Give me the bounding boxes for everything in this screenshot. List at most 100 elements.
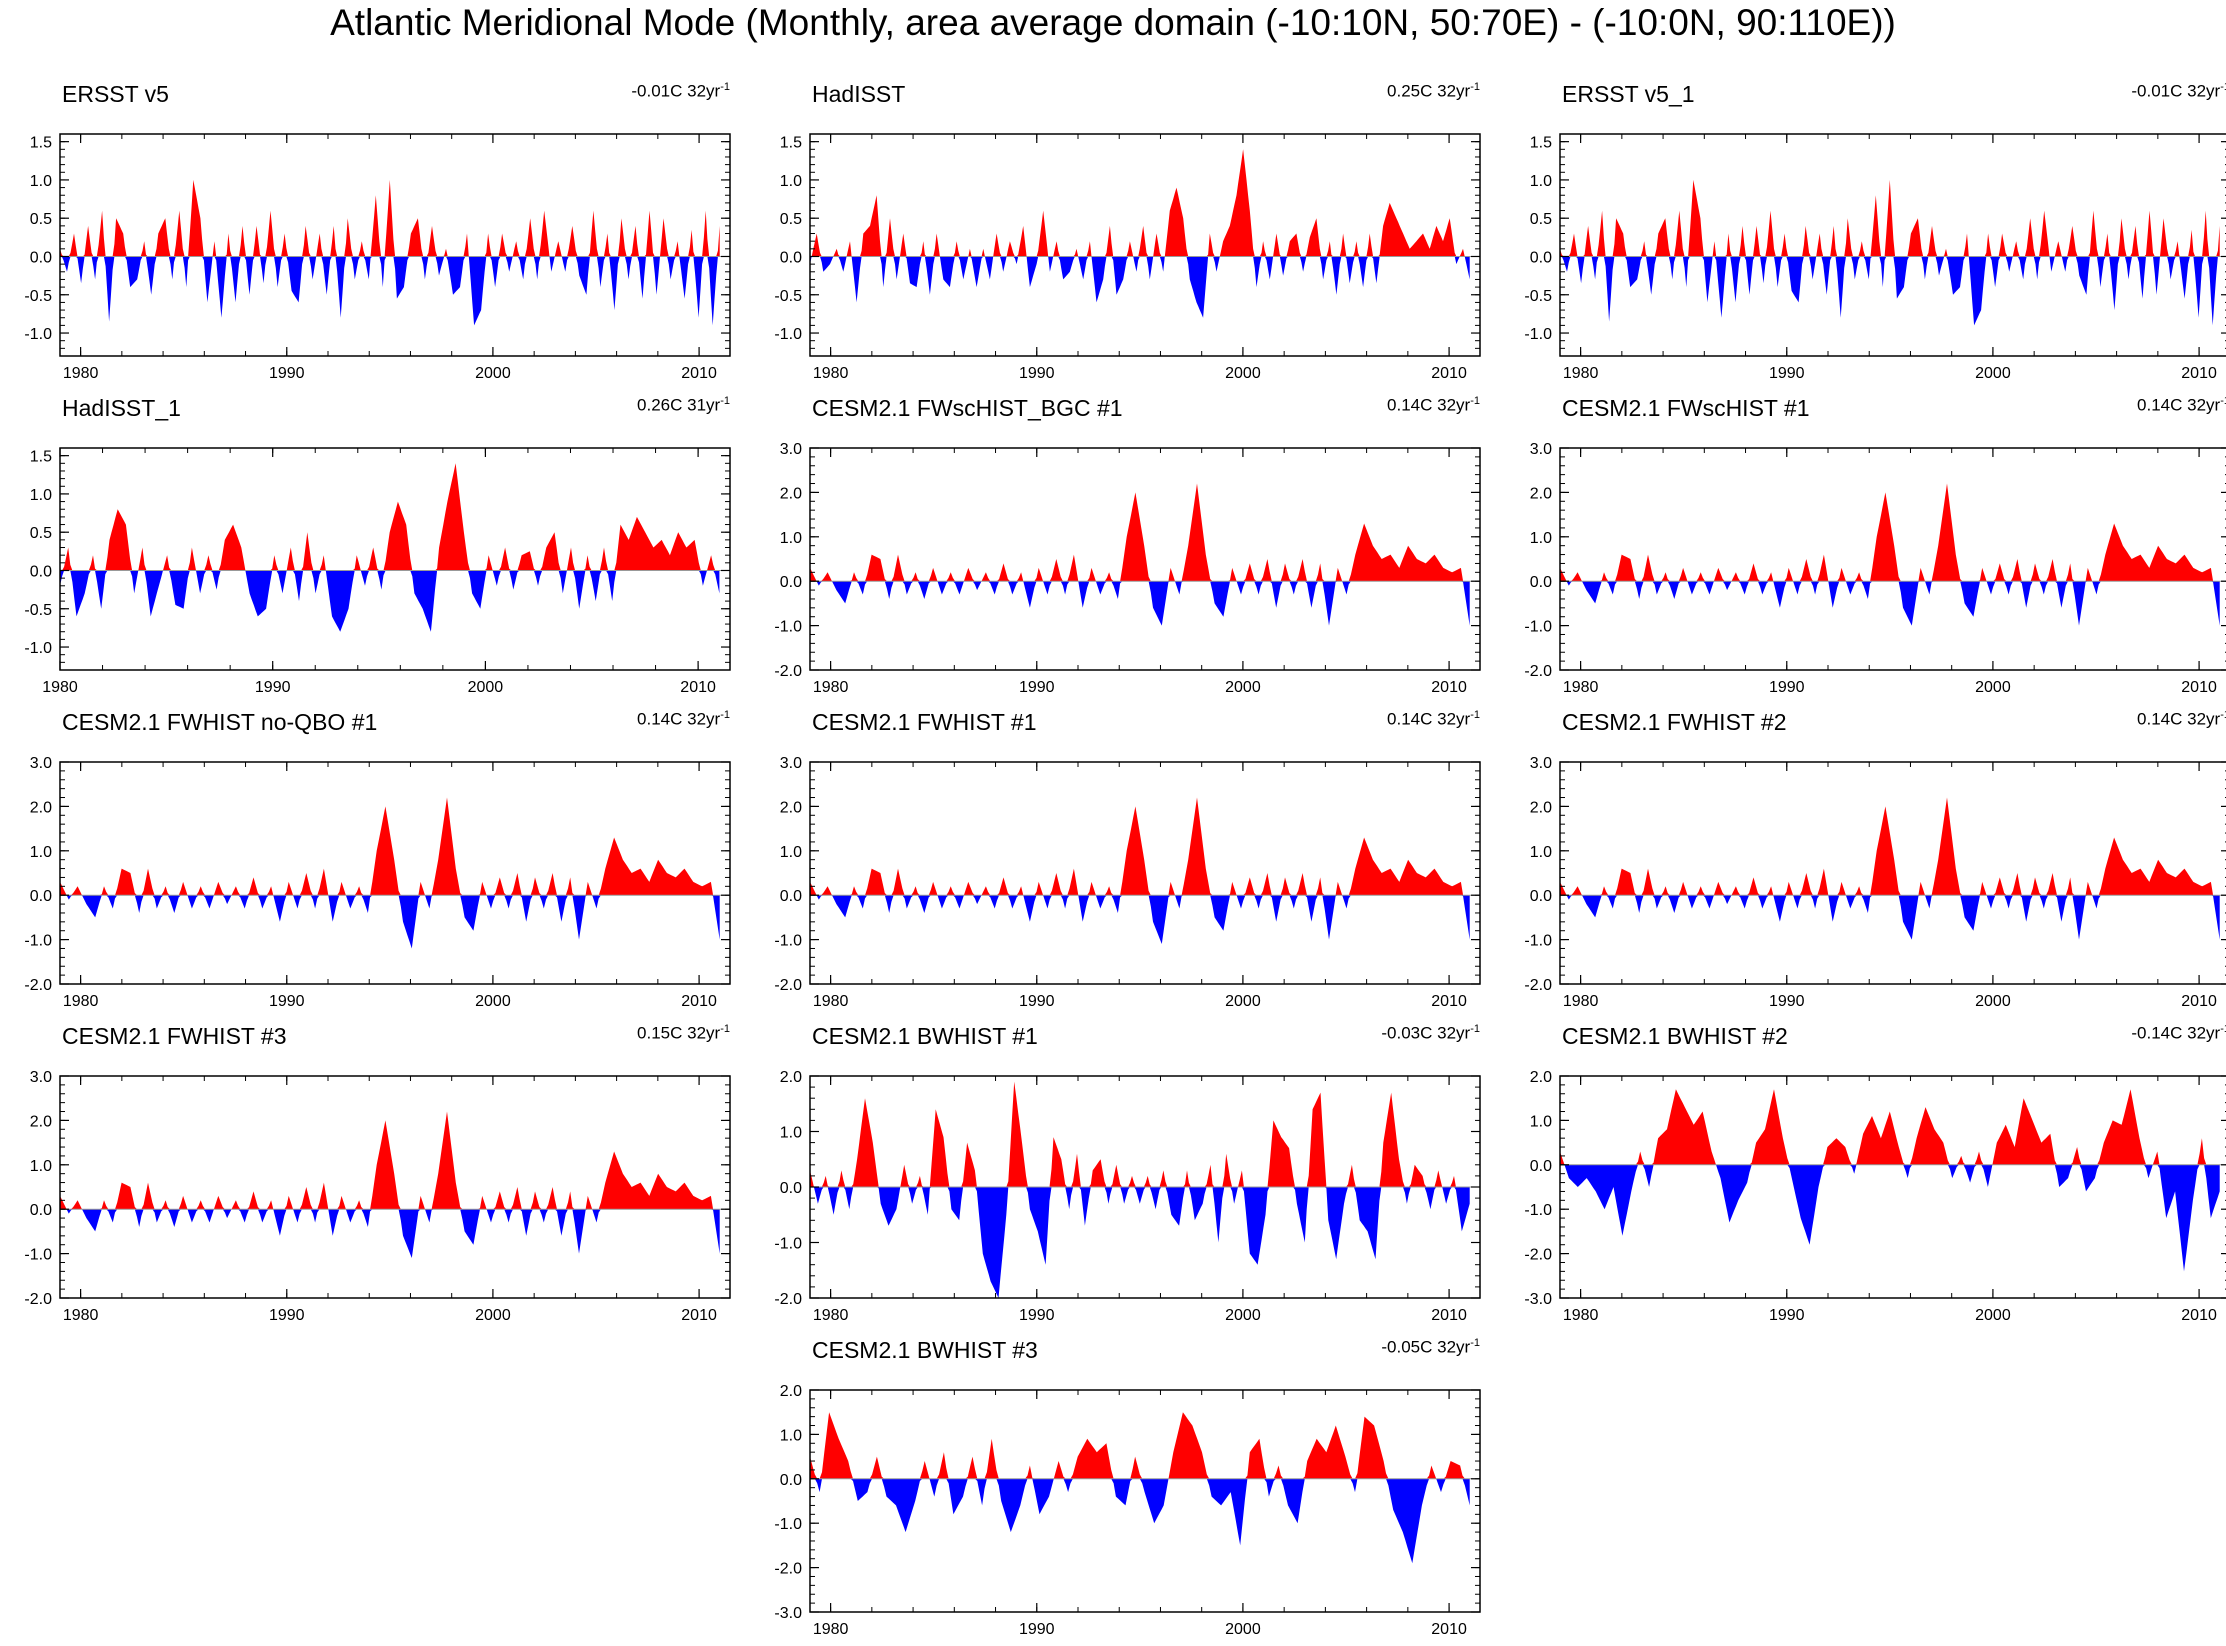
positive-area — [1560, 179, 2220, 257]
chart-panel: CESM2.1 BWHIST #1 -0.03C 32yr-1 2.0 1.0 0.0 -… — [750, 1020, 1481, 1324]
trend-exponent: -1 — [1470, 709, 1480, 721]
positive-area — [810, 149, 1470, 257]
trend-value: 0.14C 32yr — [637, 709, 721, 729]
y-tick-label: 1.0 — [1530, 844, 1552, 861]
trend-value: -0.05C 32yr — [1381, 1337, 1471, 1357]
negative-area — [1560, 895, 2220, 940]
x-tick-label: 2010 — [681, 365, 717, 382]
trend-exponent: -1 — [1470, 1023, 1480, 1035]
panel-title: CESM2.1 BWHIST #3 — [812, 1337, 1038, 1363]
positive-area — [810, 1081, 1470, 1187]
x-tick-label: 1980 — [63, 365, 99, 382]
x-tick-label: 1990 — [269, 1307, 305, 1324]
trend-value: -0.14C 32yr — [2131, 1023, 2221, 1043]
panel-title: CESM2.1 BWHIST #1 — [812, 1023, 1038, 1049]
trend-value: 0.15C 32yr — [637, 1023, 721, 1043]
y-tick-label: 1.0 — [30, 1158, 52, 1175]
y-tick-label: -1.0 — [1524, 619, 1552, 636]
trend-value: 0.14C 32yr — [2137, 709, 2221, 729]
x-tick-label: 2010 — [2181, 1307, 2217, 1324]
negative-area — [1560, 581, 2220, 626]
y-tick-label: 0.5 — [780, 211, 802, 228]
trend-exponent: -1 — [720, 81, 730, 93]
x-tick-label: 2000 — [475, 993, 511, 1010]
chart-svg: 1.5 1.0 0.5 0.0 -0.5 -1.0 1980 1990 2000 2010 — [774, 133, 1481, 382]
chart-svg: 2.0 1.0 0.0 -1.0 -2.0 1980 1990 2000 2010 — [774, 1069, 1481, 1324]
x-tick-label: 2000 — [1975, 365, 2011, 382]
trend-exponent: -1 — [1470, 1337, 1480, 1349]
y-tick-label: 3.0 — [30, 1069, 52, 1086]
y-tick-label: -1.0 — [774, 1516, 802, 1533]
panel-trend: 0.14C 32yr-1 — [2137, 395, 2226, 416]
trend-value: 0.26C 31yr — [637, 395, 721, 415]
positive-area — [1560, 1089, 2220, 1165]
positive-area — [810, 797, 1470, 896]
x-tick-label: 2010 — [680, 679, 716, 696]
figure-title: Atlantic Meridional Mode (Monthly, area … — [330, 2, 1896, 43]
x-tick-label: 2010 — [1431, 365, 1467, 382]
plot-frame — [59, 447, 731, 671]
y-tick-label: -2.0 — [1524, 977, 1552, 994]
y-tick-label: 0.0 — [1530, 249, 1552, 266]
x-tick-label: 1980 — [813, 1621, 849, 1638]
y-tick-label: 1.0 — [780, 844, 802, 861]
y-tick-label: 3.0 — [30, 755, 52, 772]
positive-area — [60, 1111, 720, 1210]
x-tick-label: 1980 — [813, 365, 849, 382]
trend-value: 0.14C 32yr — [1387, 709, 1471, 729]
plot-frame — [809, 133, 1481, 357]
negative-area — [1560, 1164, 2220, 1272]
negative-area — [60, 895, 720, 949]
y-tick-label: 1.5 — [30, 135, 52, 152]
y-tick-label: -2.0 — [774, 1291, 802, 1308]
x-tick-label: 2000 — [1225, 365, 1261, 382]
y-tick-label: -1.0 — [1524, 326, 1552, 343]
y-tick-label: -2.0 — [24, 977, 52, 994]
y-tick-label: 1.0 — [1530, 173, 1552, 190]
x-tick-label: 1980 — [42, 679, 78, 696]
trend-value: -0.01C 32yr — [631, 81, 721, 101]
x-tick-label: 1980 — [813, 1307, 849, 1324]
x-tick-label: 2010 — [681, 1307, 717, 1324]
panel-trend: 0.26C 31yr-1 — [637, 395, 730, 416]
chart-svg: 3.0 2.0 1.0 0.0 -1.0 -2.0 1980 1990 2000 2010 — [1524, 441, 2226, 696]
panel-title: HadISST_1 — [62, 395, 181, 421]
plot-frame — [1559, 761, 2226, 985]
panel-title: CESM2.1 FWHIST #2 — [1562, 709, 1787, 735]
y-tick-label: 0.0 — [780, 249, 802, 266]
panel-title: ERSST v5_1 — [1562, 81, 1695, 107]
x-tick-label: 2010 — [1431, 679, 1467, 696]
x-tick-label: 2000 — [1225, 679, 1261, 696]
y-tick-label: -1.0 — [24, 640, 52, 657]
plot-frame — [59, 761, 731, 985]
panel-title: CESM2.1 FWHIST #1 — [812, 709, 1037, 735]
x-tick-label: 2000 — [1975, 1307, 2011, 1324]
y-tick-label: -0.5 — [1524, 288, 1552, 305]
y-tick-label: 0.0 — [780, 574, 802, 591]
y-tick-label: 1.5 — [780, 135, 802, 152]
y-tick-label: -2.0 — [1524, 1247, 1552, 1264]
y-tick-label: -2.0 — [1524, 663, 1552, 680]
y-tick-label: 1.0 — [30, 487, 52, 504]
x-tick-label: 2000 — [1975, 993, 2011, 1010]
y-tick-label: 2.0 — [30, 1113, 52, 1130]
y-tick-label: 0.0 — [1530, 888, 1552, 905]
y-tick-label: -1.0 — [24, 326, 52, 343]
y-tick-label: -1.0 — [774, 619, 802, 636]
y-tick-label: -2.0 — [774, 1561, 802, 1578]
trend-value: -0.01C 32yr — [2131, 81, 2221, 101]
x-tick-label: 2010 — [1431, 1307, 1467, 1324]
x-tick-label: 1980 — [1563, 679, 1599, 696]
panel-trend: -0.01C 32yr-1 — [631, 81, 730, 102]
plot-frame — [59, 1075, 731, 1299]
x-tick-label: 2000 — [1225, 1307, 1261, 1324]
trend-exponent: -1 — [2220, 709, 2226, 721]
x-tick-label: 1990 — [1769, 365, 1805, 382]
y-tick-label: 0.5 — [1530, 211, 1552, 228]
chart-panel: ERSST v5_1 -0.01C 32yr-1 1.5 1.0 0.5 0.0 -0.5 -… — [1500, 78, 2226, 382]
y-tick-label: -0.5 — [24, 288, 52, 305]
plot-frame — [1559, 447, 2226, 671]
chart-panel: CESM2.1 FWHIST #2 0.14C 32yr-1 3.0 2.0 1.0 0.… — [1500, 706, 2226, 1010]
y-tick-label: -3.0 — [774, 1605, 802, 1622]
